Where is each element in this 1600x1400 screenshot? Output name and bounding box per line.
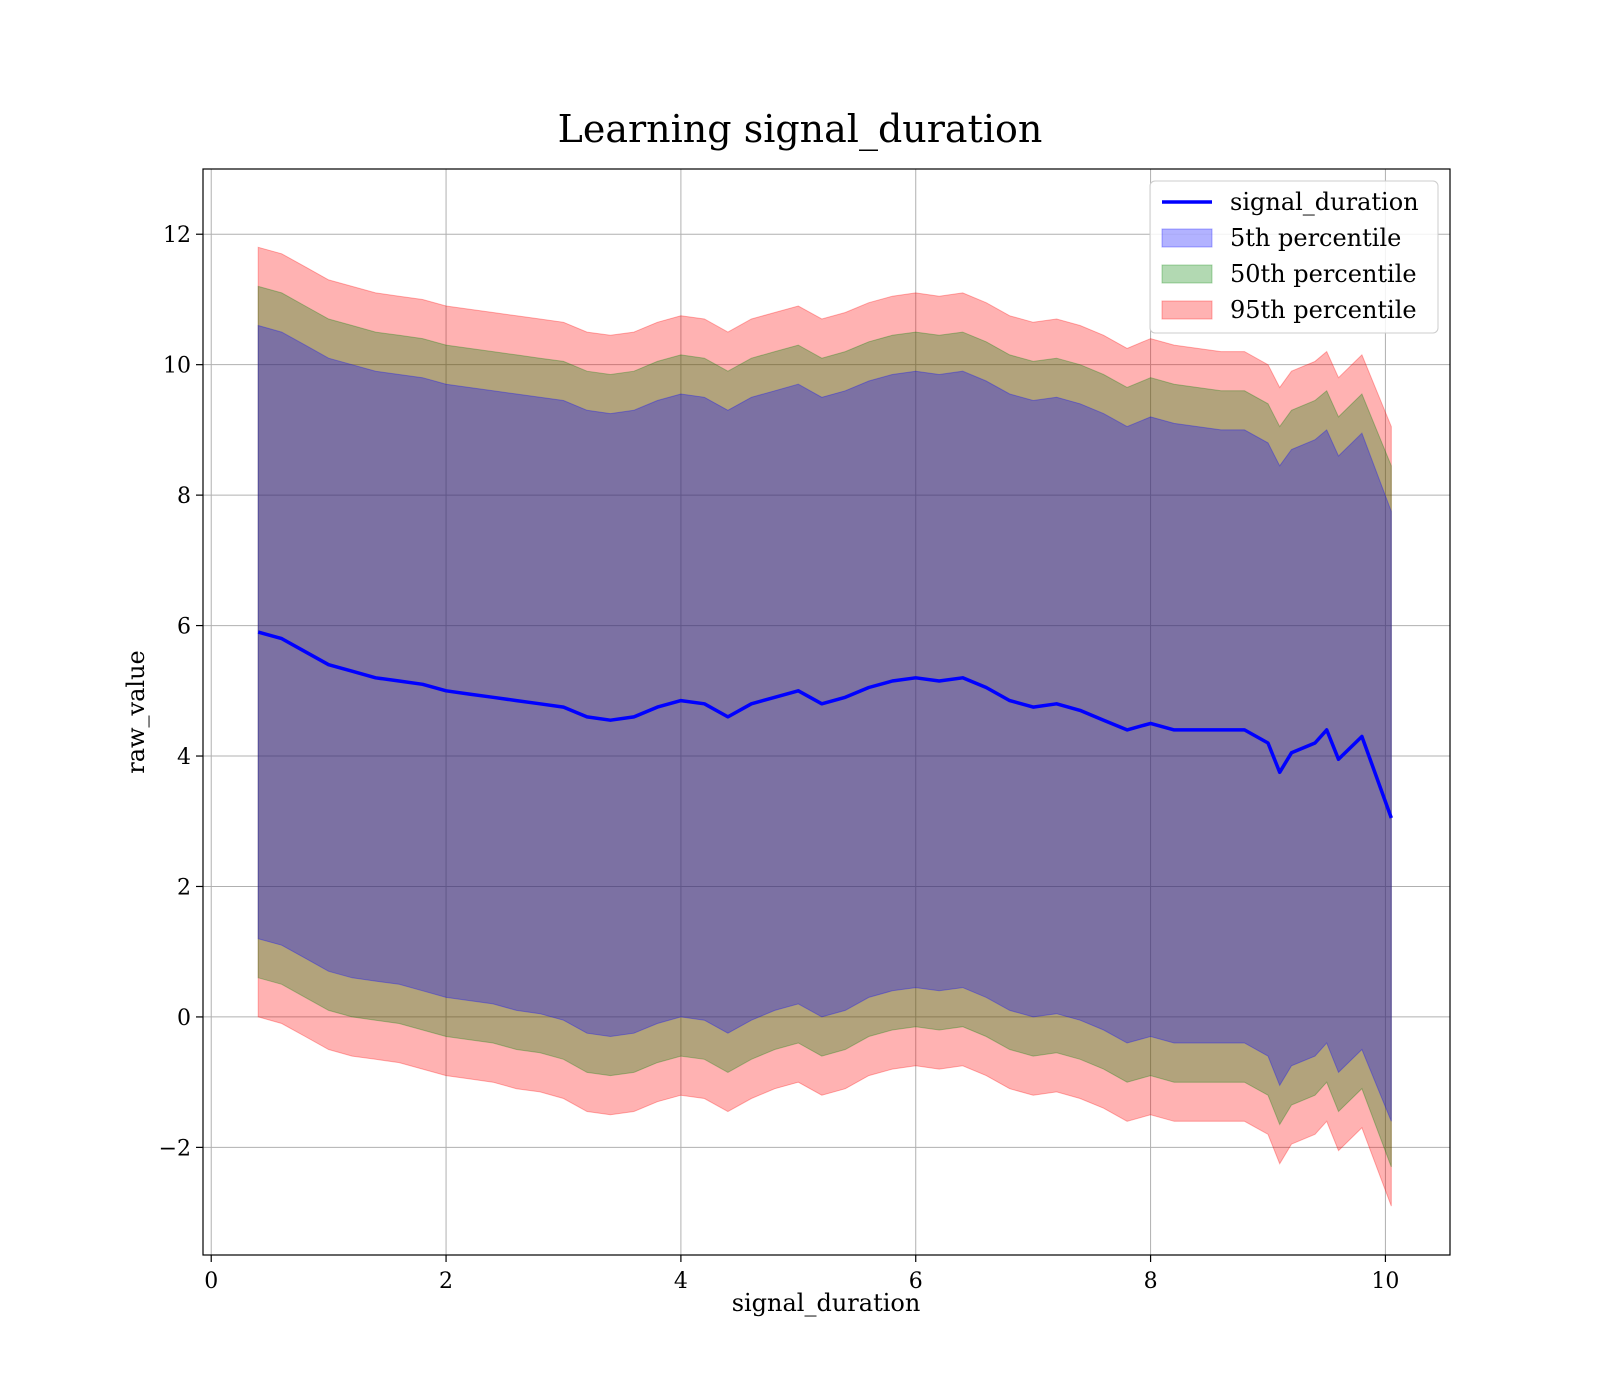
y-tick-label: 10 xyxy=(163,354,191,379)
x-tick-label: 8 xyxy=(1144,1269,1158,1294)
plot-frame xyxy=(202,168,1451,1256)
x-tick-label: 6 xyxy=(909,1269,923,1294)
y-axis-label: raw_value xyxy=(122,650,150,774)
legend-label: 5th percentile xyxy=(1230,224,1401,252)
legend-swatch-band xyxy=(1161,228,1213,248)
plot-area xyxy=(203,169,1450,1255)
band-50th-percentile xyxy=(257,285,1392,1168)
x-tick-label: 4 xyxy=(674,1269,688,1294)
legend-label: signal_duration xyxy=(1230,188,1419,216)
legend-label: 50th percentile xyxy=(1230,260,1417,288)
y-tick-label: 4 xyxy=(177,745,191,770)
y-tick-label: 2 xyxy=(177,875,191,900)
series-lines xyxy=(257,630,1393,819)
chart-title: Learning signal_duration xyxy=(558,107,1043,152)
band-5th-percentile xyxy=(257,324,1392,1122)
x-tick-label: 0 xyxy=(204,1269,218,1294)
axis-ticks: 0 2 4 6 8 10 −2 0 2 4 6 8 10 12 xyxy=(159,223,1400,1294)
x-tick-label: 2 xyxy=(439,1269,453,1294)
x-tick-label: 10 xyxy=(1371,1269,1399,1294)
x-axis-label: signal_duration xyxy=(732,1289,921,1317)
y-tick-label: 8 xyxy=(177,484,191,509)
legend-box xyxy=(1149,180,1439,334)
percentile-bands xyxy=(257,246,1392,1207)
y-tick-label: 0 xyxy=(177,1006,191,1031)
grid xyxy=(203,169,1450,1255)
legend-swatch-band xyxy=(1161,264,1213,284)
legend-swatch-band xyxy=(1161,300,1213,320)
line-signal-duration xyxy=(257,630,1393,819)
y-tick-label: −2 xyxy=(159,1136,191,1161)
y-tick-label: 12 xyxy=(163,223,191,248)
legend: signal_duration 5th percentile 50th percen… xyxy=(1149,180,1439,334)
y-tick-label: 6 xyxy=(177,615,191,640)
legend-label: 95th percentile xyxy=(1230,296,1417,324)
band-95th-percentile xyxy=(257,246,1392,1207)
